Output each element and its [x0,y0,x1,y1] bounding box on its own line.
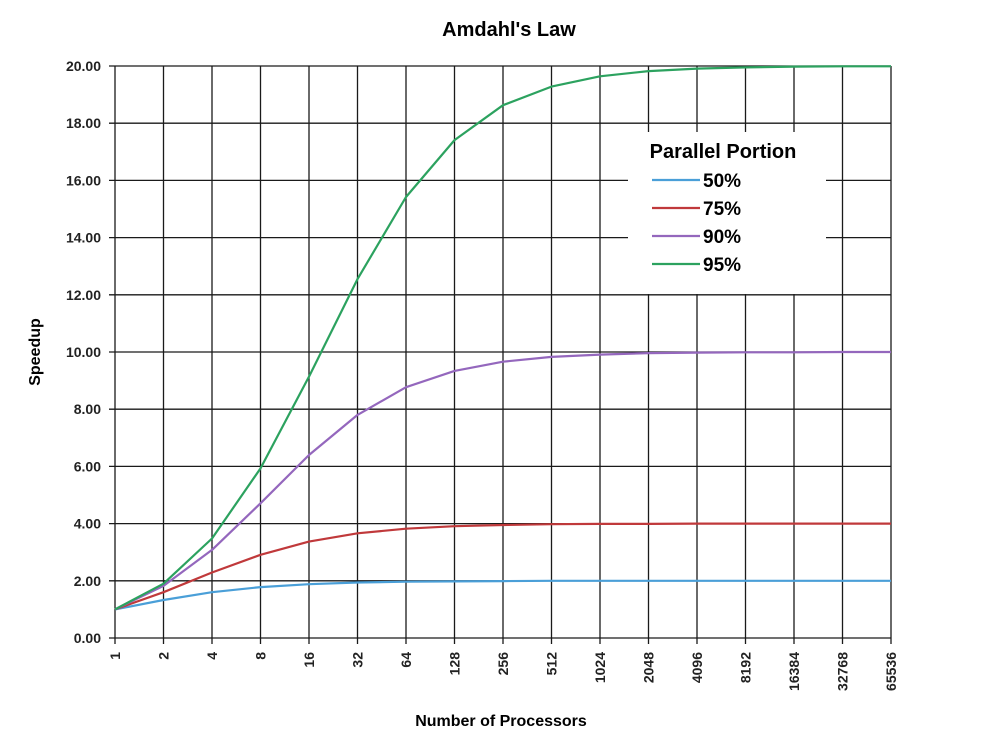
legend-items: 50% 75% 90% 95% [652,171,741,276]
series-line-90pct [114,350,891,611]
x-tick-label: 256 [495,652,511,676]
legend-background [628,132,826,294]
y-axis-ticks: 0.00 2.00 4.00 6.00 8.00 10.00 12.00 14.00 16.00… [66,58,101,646]
x-tick-label: 2048 [641,652,657,683]
x-tick-label: 1 [107,652,123,660]
x-tick-label: 16 [301,652,317,668]
legend-title: Parallel Portion [650,141,797,163]
x-tick-label: 4 [204,652,220,660]
chart-title: Amdahl's Law [442,19,576,41]
x-tick-label: 32768 [835,652,851,691]
legend-label: 90% [703,227,741,248]
y-tick-label: 6.00 [74,458,101,474]
legend-label: 50% [703,171,741,192]
y-axis-label: Speedup [27,318,44,386]
x-tick-label: 4096 [689,652,705,683]
y-tick-label: 12.00 [66,287,101,303]
y-tick-label: 0.00 [74,630,101,646]
y-tick-label: 8.00 [74,401,101,417]
series-line-75pct [114,522,891,611]
x-axis-ticks: 1 2 4 8 16 32 64 128 256 512 1024 2048 4096 8192 16384… [107,652,899,691]
y-tick-label: 10.00 [66,344,101,360]
legend-label: 95% [703,255,741,276]
x-tick-label: 128 [447,652,463,676]
x-tick-label: 16384 [786,652,802,691]
x-tick-label: 65536 [883,652,899,691]
y-tick-label: 14.00 [66,230,101,246]
legend-label: 75% [703,199,741,220]
x-tick-label: 8192 [738,652,754,683]
grid [109,65,892,644]
x-tick-label: 1024 [592,652,608,683]
y-tick-label: 2.00 [74,573,101,589]
x-tick-label: 8 [253,652,269,660]
series-line-95pct [114,65,891,611]
series-line-50pct [114,579,891,611]
y-tick-label: 4.00 [74,516,101,532]
x-tick-label: 64 [398,652,414,668]
x-tick-label: 2 [156,652,172,660]
legend: Parallel Portion 50% 75% 90% 95% [628,132,826,294]
x-axis-label: Number of Processors [415,713,587,730]
series-lines [114,65,891,611]
y-tick-label: 20.00 [66,58,101,74]
x-tick-label: 32 [350,652,366,668]
y-tick-label: 18.00 [66,115,101,131]
y-tick-label: 16.00 [66,172,101,188]
x-tick-label: 512 [544,652,560,676]
